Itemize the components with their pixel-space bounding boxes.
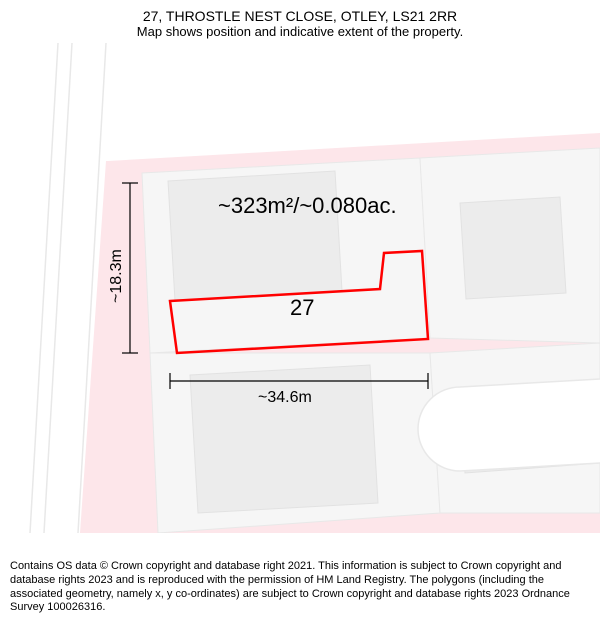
height-dimension-label: ~18.3m [108,249,126,303]
header: 27, THROSTLE NEST CLOSE, OTLEY, LS21 2RR… [0,0,600,43]
plot-number: 27 [290,295,314,321]
map-container: ~323m²/~0.080ac. 27 ~34.6m ~18.3m [0,43,600,533]
footer-copyright: Contains OS data © Crown copyright and d… [0,554,600,625]
width-dimension-label: ~34.6m [258,389,312,407]
header-subtitle: Map shows position and indicative extent… [20,24,580,39]
map-svg [0,43,600,533]
header-title: 27, THROSTLE NEST CLOSE, OTLEY, LS21 2RR [20,8,580,24]
area-label: ~323m²/~0.080ac. [218,193,397,219]
